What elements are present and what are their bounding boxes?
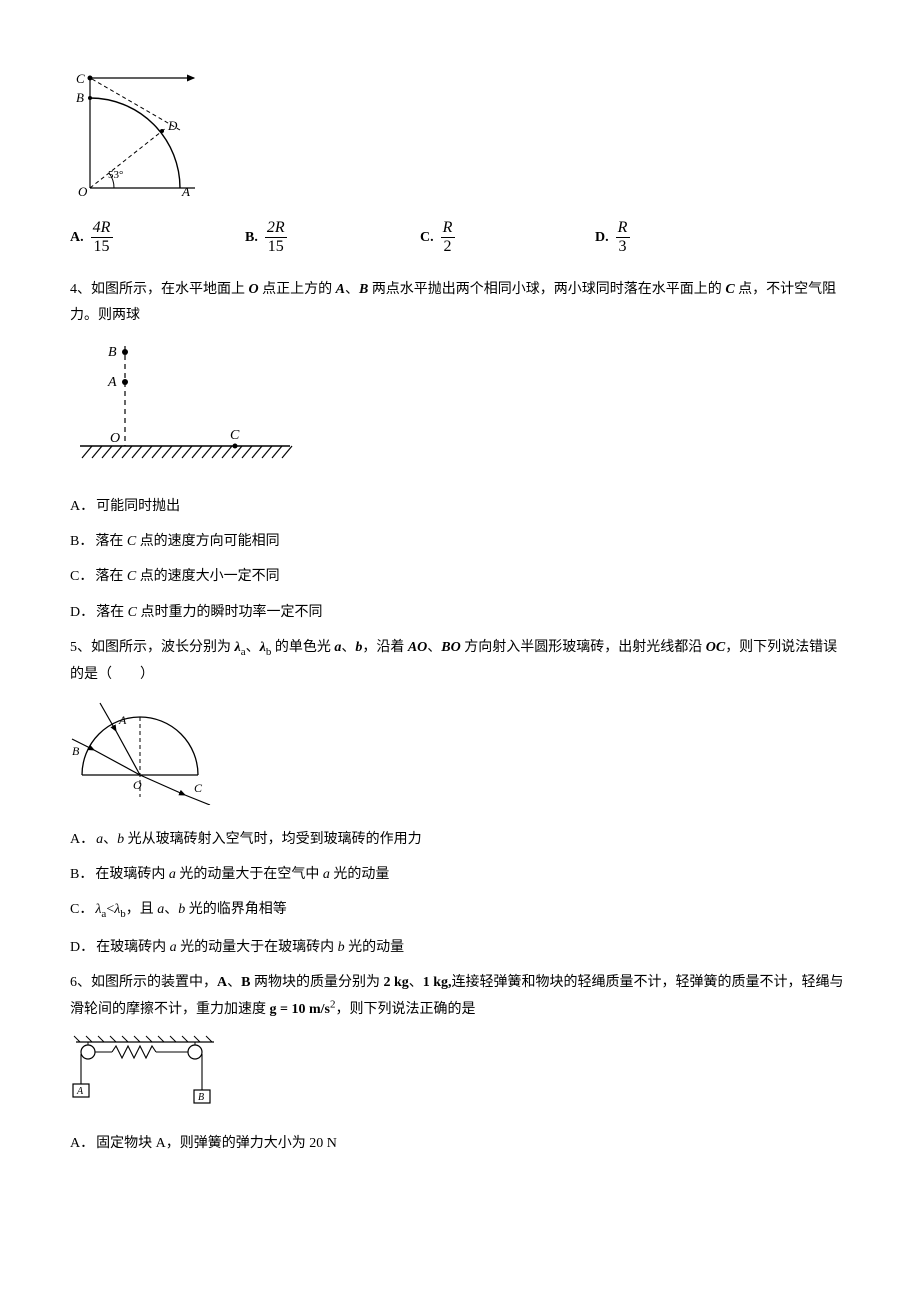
q3-label-angle: 53° <box>108 169 123 181</box>
q5-figure-svg: A B O C <box>70 697 225 805</box>
fraction: 4R 15 <box>90 219 114 255</box>
fraction: R 2 <box>440 219 456 255</box>
option-text: 落在 C 点时重力的瞬时功率一定不同 <box>96 605 322 620</box>
frac-den: 15 <box>265 237 287 256</box>
option-text: 在玻璃砖内 a 光的动量大于在空气中 a 光的动量 <box>95 867 389 882</box>
frac-den: 3 <box>616 237 630 256</box>
q3-label-D: D <box>167 118 178 133</box>
q4-label-C: C <box>230 428 240 443</box>
q6-label-A: A <box>76 1086 84 1097</box>
q5-option-A: A．a、b 光从玻璃砖射入空气时，均受到玻璃砖的作用力 <box>70 827 850 852</box>
q6-number: 6、 <box>70 975 91 990</box>
option-label: C． <box>70 569 93 584</box>
q6-label-B: B <box>198 1092 204 1103</box>
option-text: 在玻璃砖内 a 光的动量大于在玻璃砖内 b 光的动量 <box>96 940 404 955</box>
q3-figure: C B D O A 53° <box>70 68 850 207</box>
q5-label-A: A <box>118 713 127 727</box>
q4-option-C: C．落在 C 点的速度大小一定不同 <box>70 564 850 589</box>
q3-figure-svg: C B D O A 53° <box>70 68 200 198</box>
q6-text: 6、如图所示的装置中，A、B 两物块的质量分别为 2 kg、1 kg,连接轻弹簧… <box>70 970 850 1022</box>
q4-figure-svg: B A O C <box>70 338 295 473</box>
option-label: A． <box>70 1136 94 1151</box>
q5-option-B: B．在玻璃砖内 a 光的动量大于在空气中 a 光的动量 <box>70 862 850 887</box>
q5-option-D: D．在玻璃砖内 a 光的动量大于在玻璃砖内 b 光的动量 <box>70 935 850 960</box>
q3-options: A. 4R 15 B. 2R 15 C. R 2 D. R 3 <box>70 219 850 255</box>
frac-num: R <box>618 219 628 236</box>
frac-num: 4R <box>93 219 111 236</box>
option-text: λa<λb，且 a、b 光的临界角相等 <box>95 902 286 917</box>
option-label: C． <box>70 902 93 917</box>
q3-option-C: C. R 2 <box>420 219 595 255</box>
option-text: 落在 C 点的速度大小一定不同 <box>95 569 279 584</box>
frac-num: 2R <box>267 219 285 236</box>
q4-label-O: O <box>110 431 120 446</box>
option-label: A． <box>70 499 94 514</box>
q3-option-B: B. 2R 15 <box>245 219 420 255</box>
option-label: A. <box>70 225 84 250</box>
q4-body: 如图所示，在水平地面上 O 点正上方的 A、B 两点水平抛出两个相同小球，两小球… <box>70 282 836 322</box>
option-text: 落在 C 点的速度方向可能相同 <box>95 534 279 549</box>
q4-option-B: B．落在 C 点的速度方向可能相同 <box>70 529 850 554</box>
option-label: B． <box>70 867 93 882</box>
q6-figure-svg: A B <box>70 1032 220 1110</box>
q5-label-B: B <box>72 744 80 758</box>
q6-figure: A B <box>70 1032 850 1119</box>
q3-label-C: C <box>76 71 85 86</box>
fraction: R 3 <box>615 219 631 255</box>
frac-den: 15 <box>91 237 113 256</box>
q4-text: 4、如图所示，在水平地面上 O 点正上方的 A、B 两点水平抛出两个相同小球，两… <box>70 277 850 327</box>
q4-label-A: A <box>107 375 117 390</box>
q4-option-A: A．可能同时抛出 <box>70 494 850 519</box>
option-text: 固定物块 A，则弹簧的弹力大小为 20 N <box>96 1136 337 1151</box>
q5-body: 如图所示，波长分别为 λa、λb 的单色光 a、b，沿着 AO、BO 方向射入半… <box>70 640 837 683</box>
frac-num: R <box>443 219 453 236</box>
q3-label-O: O <box>78 184 88 198</box>
option-label: A． <box>70 832 94 847</box>
option-label: B． <box>70 534 93 549</box>
q4-label-B: B <box>108 345 117 360</box>
q3-option-D: D. R 3 <box>595 219 770 255</box>
option-text: 可能同时抛出 <box>96 499 180 514</box>
q6-body: 如图所示的装置中，A、B 两物块的质量分别为 2 kg、1 kg,连接轻弹簧和物… <box>70 975 844 1017</box>
option-label: B. <box>245 225 258 250</box>
q3-option-A: A. 4R 15 <box>70 219 245 255</box>
q5-number: 5、 <box>70 640 91 655</box>
q5-figure: A B O C <box>70 697 850 814</box>
option-label: D． <box>70 605 94 620</box>
q6-option-A: A．固定物块 A，则弹簧的弹力大小为 20 N <box>70 1131 850 1156</box>
q3-label-B: B <box>76 90 84 105</box>
option-label: D． <box>70 940 94 955</box>
option-label: D. <box>595 225 609 250</box>
q5-label-C: C <box>194 781 203 795</box>
q5-option-C: C．λa<λb，且 a、b 光的临界角相等 <box>70 897 850 925</box>
fraction: 2R 15 <box>264 219 288 255</box>
option-label: C. <box>420 225 434 250</box>
option-text: a、b 光从玻璃砖射入空气时，均受到玻璃砖的作用力 <box>96 832 422 847</box>
q4-option-D: D．落在 C 点时重力的瞬时功率一定不同 <box>70 600 850 625</box>
q3-label-A: A <box>181 184 190 198</box>
q4-figure: B A O C <box>70 338 850 482</box>
frac-den: 2 <box>441 237 455 256</box>
q4-number: 4、 <box>70 282 91 297</box>
q5-label-O: O <box>133 778 142 792</box>
q5-text: 5、如图所示，波长分别为 λa、λb 的单色光 a、b，沿着 AO、BO 方向射… <box>70 635 850 688</box>
